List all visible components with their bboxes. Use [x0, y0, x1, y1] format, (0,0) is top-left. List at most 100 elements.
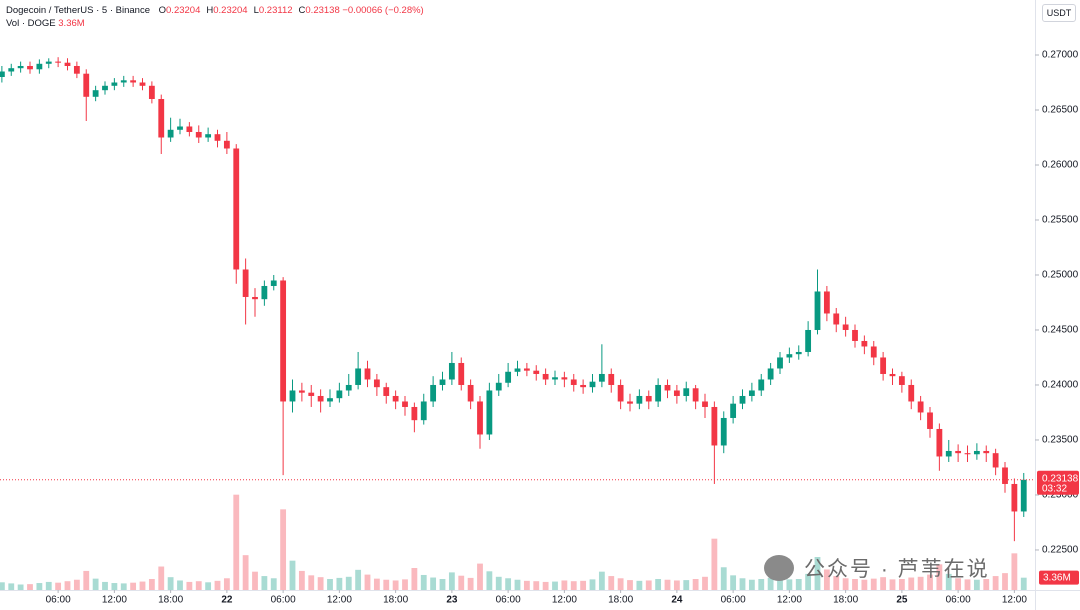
- volume-label: Vol · DOGE: [6, 18, 56, 29]
- volume-value: 3.36M: [58, 18, 85, 29]
- candle-body: [120, 80, 127, 83]
- volume-bar: [158, 566, 165, 590]
- volume-bar: [73, 579, 80, 590]
- volume-bar: [467, 577, 474, 590]
- volume-bar: [767, 577, 774, 590]
- volume-bar: [786, 579, 793, 590]
- candle-body: [27, 65, 33, 70]
- volume-bar: [973, 579, 980, 590]
- volume-bar: [936, 564, 943, 590]
- candle-body: [786, 354, 793, 358]
- volume-bar: [36, 583, 43, 590]
- volume-bar: [908, 577, 915, 590]
- candle-body: [477, 401, 483, 435]
- candle-body: [861, 340, 868, 347]
- volume-bar: [589, 579, 596, 590]
- candle-body: [505, 371, 512, 383]
- ohlc-label: C: [298, 5, 306, 16]
- volume-bar: [1011, 553, 1018, 590]
- volume-bar: [683, 580, 690, 590]
- y-tick-label: 0.24000: [1042, 380, 1079, 391]
- candle-body: [345, 384, 352, 391]
- candle-body: [130, 80, 137, 83]
- volume-bar: [992, 576, 999, 590]
- candle-body: [327, 398, 333, 402]
- candle-body: [420, 401, 427, 421]
- x-tick-label: 25: [896, 595, 908, 606]
- volume-bar: [486, 571, 493, 590]
- candle-body: [823, 291, 830, 314]
- candle-body: [955, 450, 962, 454]
- volume-bar: [636, 580, 643, 590]
- candle-body: [945, 450, 952, 457]
- legend-line-1: Dogecoin / TetherUS · 5 · Binance O0.232…: [6, 4, 424, 17]
- candle-body: [373, 379, 380, 388]
- watermark-text: 公众号 · 芦苇在说: [804, 558, 990, 581]
- candle-body: [355, 368, 362, 385]
- candle-body: [148, 85, 155, 99]
- candle-body: [842, 324, 849, 330]
- volume-bar: [758, 579, 765, 590]
- candle-body: [448, 362, 455, 380]
- candle-body: [973, 450, 980, 455]
- candle-body: [889, 373, 896, 377]
- x-tick-label: 12:00: [1002, 595, 1027, 606]
- candle-body: [102, 85, 108, 91]
- currency-button[interactable]: USDT: [1042, 4, 1076, 22]
- volume-bar: [336, 577, 343, 590]
- candle-body: [805, 329, 812, 352]
- candle-body: [158, 98, 165, 138]
- candle-body: [36, 63, 43, 70]
- candle-body: [73, 65, 80, 74]
- volume-bar: [514, 579, 521, 590]
- candle-body: [739, 395, 746, 404]
- volume-bar: [823, 569, 830, 590]
- volume-bar: [280, 509, 287, 590]
- volume-bar: [83, 570, 90, 590]
- volume-bar: [430, 577, 437, 590]
- candle-body: [83, 73, 90, 97]
- candle-body: [139, 82, 146, 86]
- legend: Dogecoin / TetherUS · 5 · Binance O0.232…: [6, 4, 424, 30]
- candle-body: [289, 390, 296, 402]
- volume-bar: [927, 574, 933, 590]
- volume-bar: [983, 579, 990, 590]
- candle-body: [758, 379, 765, 391]
- candle-body: [711, 406, 718, 446]
- x-tick-label: 12:00: [327, 595, 352, 606]
- volume-bar: [373, 578, 380, 590]
- x-tick-label: 18:00: [608, 595, 633, 606]
- volume-bar: [8, 583, 15, 590]
- candle-body: [280, 280, 287, 402]
- x-tick-label: 06:00: [721, 595, 746, 606]
- volume-bar: [542, 581, 549, 590]
- volume-bar: [420, 574, 427, 590]
- candle-body: [0, 71, 5, 77]
- x-tick-label: 18:00: [158, 595, 183, 606]
- x-tick-label: 06:00: [46, 595, 71, 606]
- candle-body: [833, 313, 840, 325]
- volume-bar: [45, 581, 52, 590]
- y-tick-label: 0.26000: [1042, 160, 1079, 171]
- candle-body: [364, 368, 371, 380]
- plot-background: [0, 0, 1035, 590]
- volume-bar: [748, 579, 755, 590]
- candle-body: [589, 381, 596, 388]
- volume-bar: [570, 581, 577, 590]
- candle-body: [195, 131, 202, 138]
- change: −0.00066 (−0.28%): [342, 5, 424, 16]
- volume-bar: [345, 576, 352, 590]
- candle-body: [92, 90, 99, 97]
- candle-body: [683, 388, 690, 396]
- candle-body: [45, 61, 52, 64]
- volume-bar: [805, 573, 812, 590]
- countdown: 03:32: [1042, 483, 1067, 494]
- volume-bar: [561, 580, 568, 590]
- volume-bar: [92, 578, 99, 590]
- candle-body: [617, 384, 624, 402]
- volume-bar: [833, 576, 840, 590]
- x-tick-label: 12:00: [552, 595, 577, 606]
- volume-bar: [242, 555, 249, 590]
- volume-bar: [148, 579, 155, 590]
